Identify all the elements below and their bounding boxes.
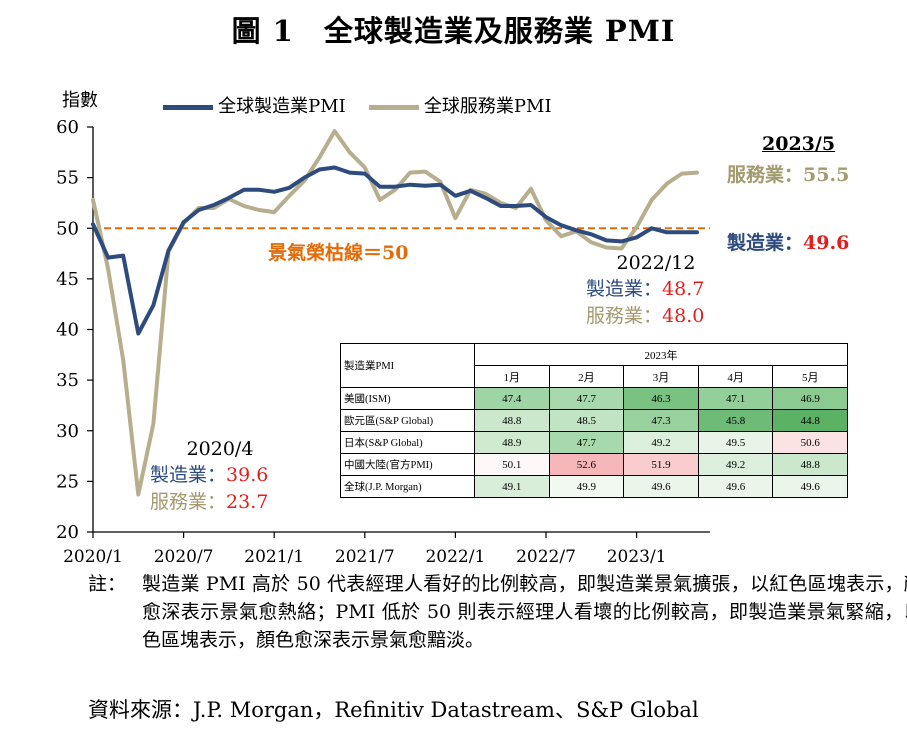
table-cell: 47.7 <box>548 387 625 410</box>
table-cell: 49.6 <box>772 475 848 498</box>
annotation-mfg-value: 49.6 <box>803 232 850 254</box>
table-cell: 50.6 <box>772 431 848 454</box>
table-cell: 49.1 <box>474 475 550 498</box>
table-cell: 46.9 <box>772 387 848 410</box>
table-cell: 46.3 <box>623 387 699 410</box>
annotation-2022-12: 2022/12 製造業：48.7 服務業：48.0 <box>586 252 726 328</box>
table-row: 中國大陸(官方PMI) 50.1 52.6 51.9 49.2 48.8 <box>340 453 848 476</box>
y-tick-label: 55 <box>56 168 79 189</box>
annotation-2023-5-mfg: 製造業：49.6 <box>727 228 849 255</box>
table-row-label: 全球(J.P. Morgan) <box>340 475 475 498</box>
annotation-mfg-value: 48.7 <box>662 278 705 300</box>
x-tick-label: 2021/7 <box>335 547 395 567</box>
annotation-svc-value: 48.0 <box>662 305 705 327</box>
table-cell: 52.6 <box>548 453 625 476</box>
legend-label-mfg: 全球製造業PMI <box>218 96 346 117</box>
table-cell: 48.8 <box>772 453 848 476</box>
annotation-mfg-label: 製造業： <box>727 232 804 254</box>
annotation-2023-5-title: 2023/5 <box>762 133 836 155</box>
annotation-svc-value: 23.7 <box>226 491 269 513</box>
x-tick-label: 2023/1 <box>607 547 667 567</box>
x-tick-label: 2021/1 <box>244 547 304 567</box>
table-cell: 49.6 <box>623 475 699 498</box>
y-tick-label: 40 <box>56 320 79 341</box>
chart-axes: 20 25 30 35 40 45 50 55 60 2020/1 2020/7 2021/1 2021… <box>56 117 710 567</box>
table-cell: 50.1 <box>474 453 550 476</box>
table-row-label: 歐元區(S&P Global) <box>340 409 475 432</box>
table-cell: 49.9 <box>548 475 625 498</box>
annotation-svc-value: 55.5 <box>803 164 850 186</box>
table-cell: 47.4 <box>474 387 550 410</box>
table-cell: 49.2 <box>697 453 774 476</box>
legend-swatch-mfg <box>163 105 213 110</box>
table-month-header: 3月 <box>623 365 699 388</box>
page-title: 圖 1 全球製造業及服務業 PMI <box>231 14 676 48</box>
annotation-mfg-value: 39.6 <box>226 464 269 486</box>
table-cell: 47.7 <box>548 431 625 454</box>
annotation-svc-label: 服務業： <box>150 491 227 513</box>
legend-label-svc: 全球服務業PMI <box>423 96 552 117</box>
pmi-table: 製造業PMI 2023年 1月 2月 3月 4月 5月 美國(ISM) 47.4 47.7 4… <box>340 343 848 498</box>
line-chart: 20 25 30 35 40 45 50 55 60 2020/1 2020/7 2021/1 2021… <box>56 117 710 567</box>
table-cell: 49.5 <box>697 431 774 454</box>
y-tick-label: 45 <box>56 269 79 290</box>
x-tick-label: 2020/1 <box>63 547 123 567</box>
table-cell: 48.5 <box>548 409 625 432</box>
annotation-2023-5-svc: 服務業：55.5 <box>727 160 849 187</box>
table-cell: 47.3 <box>623 409 699 432</box>
table-month-header: 4月 <box>697 365 774 388</box>
notes-text: 製造業 PMI 高於 50 代表經理人看好的比例較高，即製造業景氣擴張，以紅色區… <box>142 573 907 651</box>
table-row: 日本(S&P Global) 48.9 47.7 49.2 49.5 50.6 <box>340 431 848 454</box>
annotation-mfg-label: 製造業： <box>150 464 227 486</box>
annotation-svc-label: 服務業： <box>727 164 804 186</box>
y-tick-label: 25 <box>56 471 79 492</box>
table-row-label: 日本(S&P Global) <box>340 431 475 454</box>
series-line-manufacturing <box>91 165 699 336</box>
annotation-2020-4: 2020/4 製造業：39.6 服務業：23.7 <box>150 438 290 514</box>
annotation-mfg-label: 製造業： <box>586 278 663 300</box>
x-tick-label: 2020/7 <box>154 547 214 567</box>
y-tick-label: 35 <box>56 370 79 391</box>
table-cell: 48.9 <box>474 431 550 454</box>
y-tick-label: 20 <box>56 522 79 543</box>
table-year-header: 2023年 <box>474 343 848 366</box>
notes-label: 註： <box>88 573 127 595</box>
table-row-label: 美國(ISM) <box>340 387 475 410</box>
table-cell: 51.9 <box>623 453 699 476</box>
y-tick-label: 50 <box>56 218 79 239</box>
table-month-header: 5月 <box>772 365 848 388</box>
table-row-label: 中國大陸(官方PMI) <box>340 453 475 476</box>
table-cell: 47.1 <box>697 387 774 410</box>
y-tick-label: 60 <box>56 117 79 138</box>
y-axis-label: 指數 <box>62 90 98 111</box>
table-cell: 49.2 <box>623 431 699 454</box>
y-tick-label: 30 <box>56 421 79 442</box>
x-tick-label: 2022/1 <box>425 547 485 567</box>
table-corner: 製造業PMI <box>340 343 475 388</box>
table-row: 全球(J.P. Morgan) 49.1 49.9 49.6 49.6 49.6 <box>340 475 848 498</box>
annotation-title: 2022/12 <box>616 252 696 274</box>
legend: 全球製造業PMI 全球服務業PMI <box>163 92 552 118</box>
reference-line-label: 景氣榮枯線＝50 <box>268 242 409 264</box>
table-cell: 49.6 <box>697 475 774 498</box>
annotation-title: 2020/4 <box>186 438 254 460</box>
x-tick-label: 2022/7 <box>516 547 576 567</box>
legend-swatch-svc <box>368 105 419 110</box>
table-row: 歐元區(S&P Global) 48.8 48.5 47.3 45.8 44.8 <box>340 409 848 432</box>
table-cell: 48.8 <box>474 409 550 432</box>
annotation-svc-label: 服務業： <box>586 305 663 327</box>
table-month-header: 2月 <box>548 365 625 388</box>
series-lines <box>91 129 699 497</box>
table-row: 美國(ISM) 47.4 47.7 46.3 47.1 46.9 <box>340 387 848 410</box>
source: 資料來源：J.P. Morgan，Refinitiv Datastream、S&… <box>88 698 699 722</box>
table-cell: 44.8 <box>772 409 848 432</box>
table-cell: 45.8 <box>697 409 774 432</box>
table-month-header: 1月 <box>474 365 550 388</box>
